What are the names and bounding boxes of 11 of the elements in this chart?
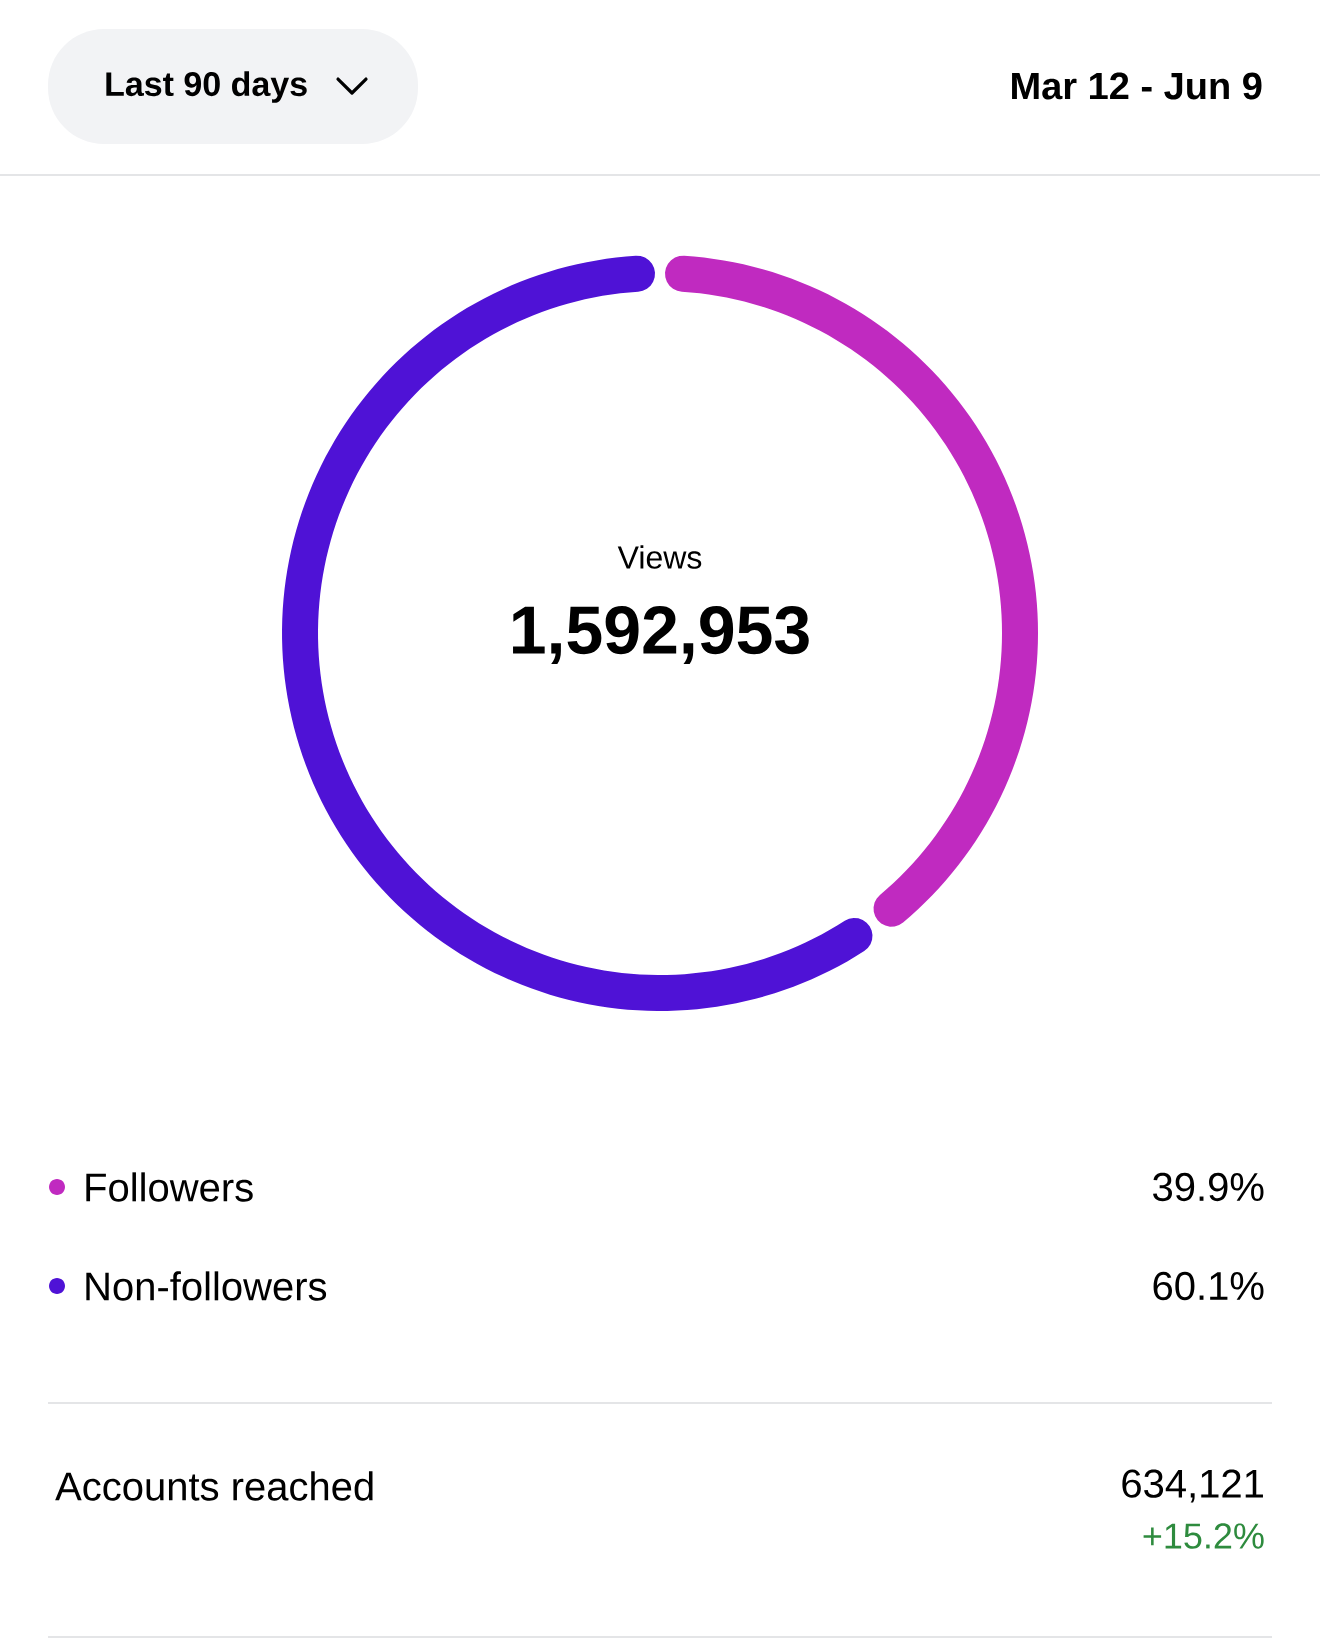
text: Last 90 days <box>106 71 307 103</box>
text: Views <box>617 545 702 569</box>
text: Mar 12 - Jun 9 <box>1012 72 1262 100</box>
text: 1,592,953 <box>513 606 809 665</box>
text: +15.2% <box>1143 1523 1264 1549</box>
text: 634,121 <box>1122 1469 1263 1503</box>
legend-label: Non-followers <box>86 1271 327 1301</box>
text: Accounts reached <box>55 1471 373 1501</box>
data-label: 60.1% <box>1153 1271 1264 1301</box>
legend-label: Followers <box>86 1172 253 1202</box>
data-label: 39.9% <box>1153 1172 1264 1202</box>
